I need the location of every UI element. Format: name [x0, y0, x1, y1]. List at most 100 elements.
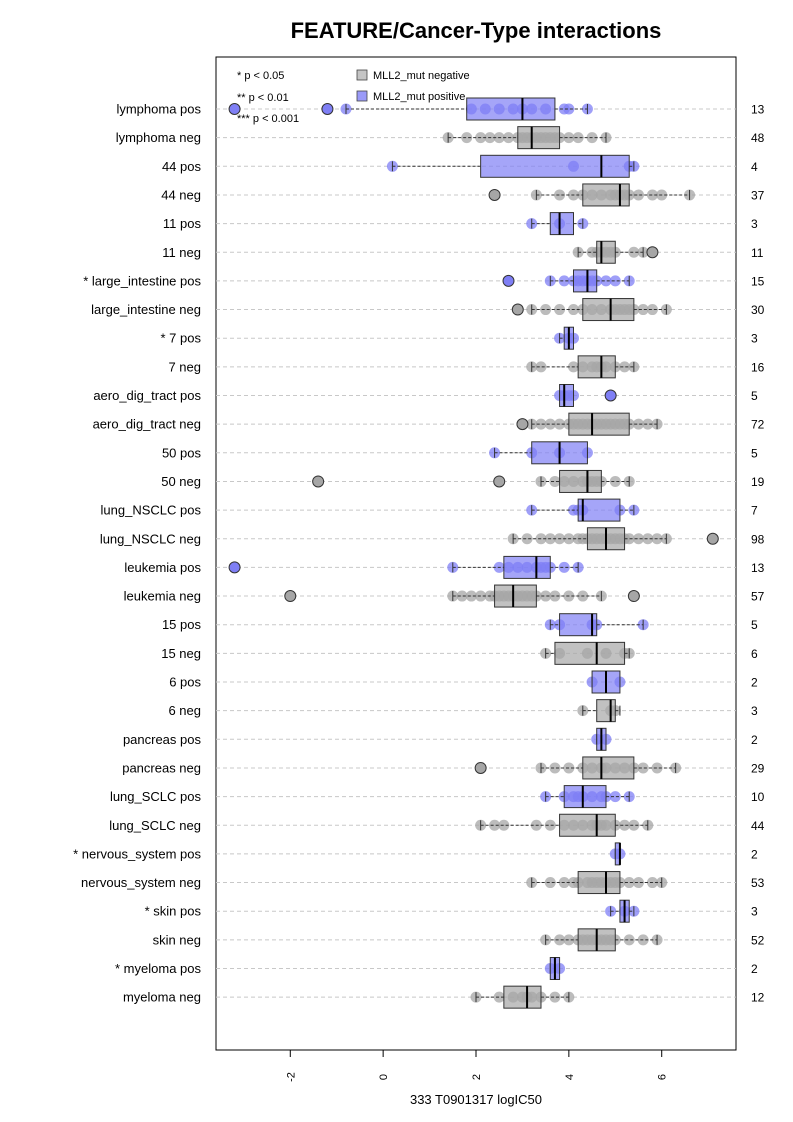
outlier-point — [474, 761, 487, 774]
row-label: lymphoma neg — [116, 130, 201, 145]
data-point — [651, 762, 663, 774]
data-point — [623, 934, 635, 946]
row-label: lung_NSCLC neg — [100, 531, 201, 546]
row-count: 3 — [751, 704, 758, 718]
box — [577, 871, 621, 895]
outlier-point — [646, 246, 659, 259]
row-label: nervous_system neg — [81, 875, 201, 890]
row-pos: * nervous_system pos 2 — [73, 842, 758, 866]
row-neg: myeloma neg 12 — [123, 985, 765, 1009]
data-point — [609, 791, 621, 803]
row-pos: lung_SCLC pos 10 — [110, 785, 765, 809]
data-point — [563, 103, 575, 115]
row-count: 5 — [751, 618, 758, 632]
data-point — [540, 590, 552, 602]
row-count: 29 — [751, 761, 765, 775]
row-neg: 7 neg 16 — [168, 355, 765, 379]
row-label: aero_dig_tract pos — [93, 388, 201, 403]
row-count: 6 — [751, 647, 758, 661]
box — [466, 97, 556, 121]
data-point — [549, 991, 561, 1003]
row-label: pancreas neg — [122, 760, 201, 775]
box — [559, 384, 574, 407]
data-point — [623, 877, 635, 889]
data-point — [544, 418, 556, 430]
outlier-point — [312, 475, 325, 488]
row-label: myeloma neg — [123, 990, 201, 1005]
box — [559, 813, 616, 837]
row-label: lymphoma pos — [116, 102, 201, 117]
data-point — [535, 418, 547, 430]
row-neg: 15 neg 6 — [161, 641, 758, 665]
row-neg: 50 neg 19 — [161, 469, 765, 493]
row-label: * skin pos — [145, 904, 202, 919]
row-count: 10 — [751, 790, 765, 804]
legend: MLL2_mut negative MLL2_mut positive — [356, 69, 470, 103]
data-point — [563, 132, 575, 144]
data-point — [637, 762, 649, 774]
row-count: 4 — [751, 160, 758, 174]
row-label: * large_intestine pos — [83, 273, 201, 288]
legend-label-positive: MLL2_mut positive — [373, 91, 465, 103]
box — [554, 641, 626, 665]
data-point — [572, 132, 584, 144]
outlier-point — [502, 274, 515, 287]
row-label: large_intestine neg — [91, 302, 201, 317]
data-point — [554, 934, 566, 946]
row-count: 5 — [751, 446, 758, 460]
row-label: 6 pos — [169, 675, 201, 690]
outlier-point — [284, 590, 297, 603]
data-point — [535, 361, 547, 373]
row-label: 11 pos — [163, 216, 202, 231]
row-neg: lymphoma neg 48 — [116, 126, 765, 150]
box — [517, 126, 561, 150]
data-point — [549, 475, 561, 487]
row-count: 15 — [751, 274, 765, 288]
data-point — [456, 590, 468, 602]
data-point — [633, 533, 644, 545]
box — [582, 298, 635, 322]
box — [503, 555, 551, 579]
row-label: lung_SCLC neg — [109, 818, 201, 833]
outlier-point — [228, 103, 241, 115]
box — [559, 613, 598, 637]
box — [577, 498, 621, 522]
data-point — [554, 189, 566, 201]
row-label: 15 pos — [162, 617, 202, 632]
row-neg: 11 neg 11 — [162, 240, 764, 264]
row-neg: skin neg 52 — [153, 928, 765, 952]
row-count: 13 — [751, 561, 765, 575]
row-pos: lung_NSCLC pos 7 — [101, 498, 758, 522]
row-count: 19 — [751, 475, 765, 489]
plot-frame — [215, 56, 737, 1051]
data-point — [642, 533, 654, 545]
data-point — [544, 877, 556, 889]
row-count: 7 — [751, 504, 758, 518]
row-count: 16 — [751, 360, 765, 374]
box — [549, 212, 574, 236]
data-point — [563, 934, 575, 946]
row-label: 15 neg — [161, 646, 201, 661]
row-pos: 44 pos 4 — [162, 154, 758, 178]
outlier-point — [706, 532, 719, 545]
x-tick-label: 4 — [564, 1074, 576, 1080]
row-count: 98 — [751, 532, 765, 546]
row-label: aero_dig_tract neg — [93, 417, 201, 432]
row-label: 50 neg — [161, 474, 201, 489]
outlier-point — [228, 561, 241, 574]
box — [596, 240, 616, 264]
row-label: * 7 pos — [161, 331, 202, 346]
data-point — [609, 475, 621, 487]
data-point — [637, 304, 649, 316]
row-pos: * myeloma pos 2 — [115, 957, 758, 980]
data-point — [465, 590, 477, 602]
row-label: 6 neg — [168, 703, 201, 718]
box — [596, 699, 616, 723]
row-label: * myeloma pos — [115, 961, 201, 976]
data-point — [633, 418, 644, 430]
row-count: 11 — [751, 246, 764, 260]
row-neg: large_intestine neg 30 — [91, 298, 765, 322]
row-pos: pancreas pos 2 — [123, 727, 758, 751]
row-label: 50 pos — [162, 445, 202, 460]
row-pos: 50 pos 5 — [162, 441, 758, 465]
